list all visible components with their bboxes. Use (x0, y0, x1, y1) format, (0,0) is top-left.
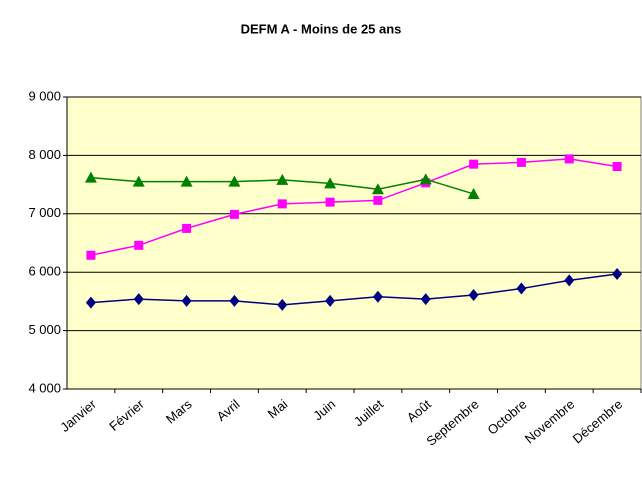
y-tick-label: 8 000 (28, 147, 61, 162)
chart-title: DEFM A - Moins de 25 ans (241, 21, 402, 36)
marker (182, 223, 192, 233)
marker (325, 294, 336, 307)
marker (516, 282, 527, 295)
marker (469, 159, 479, 169)
marker (612, 267, 623, 280)
x-tick-label: Juin (310, 396, 338, 423)
y-tick-label: 5 000 (28, 322, 61, 337)
marker (420, 293, 431, 306)
marker (468, 288, 479, 301)
x-tick-label: Décembre (570, 396, 626, 446)
marker (467, 187, 480, 199)
plot-area (66, 96, 642, 390)
x-tick-label: Septembre (423, 396, 481, 448)
x-tick-label: Juillet (351, 396, 386, 429)
marker (325, 197, 335, 207)
marker (86, 250, 96, 260)
marker (181, 294, 192, 307)
marker (276, 173, 289, 185)
marker (84, 171, 97, 183)
x-tick-label: Février (106, 396, 147, 434)
marker (228, 175, 241, 187)
y-tick-label: 4 000 (28, 380, 61, 395)
series-line (90, 158, 618, 256)
marker (180, 175, 193, 187)
marker (373, 195, 383, 205)
marker (371, 183, 384, 195)
y-tick-label: 9 000 (28, 88, 61, 103)
marker (516, 157, 526, 167)
y-tick-label: 6 000 (28, 264, 61, 279)
y-tick-label: 7 000 (28, 205, 61, 220)
marker (85, 296, 96, 309)
marker (612, 161, 622, 171)
x-tick-label: Janvier (57, 396, 99, 435)
marker (372, 290, 383, 303)
marker (324, 177, 337, 189)
x-tick-label: Novembre (522, 396, 578, 446)
marker (564, 154, 574, 164)
marker (229, 209, 239, 219)
marker (277, 298, 288, 311)
marker (564, 274, 575, 287)
x-tick-label: Août (404, 396, 434, 425)
marker (134, 240, 144, 250)
x-tick-label: Octobre (484, 396, 529, 437)
marker (419, 173, 432, 185)
x-tick-label: Avril (214, 396, 243, 424)
marker (133, 293, 144, 306)
marker (229, 294, 240, 307)
marker (132, 175, 145, 187)
x-tick-label: Mars (163, 396, 195, 426)
x-tick-label: Mai (265, 396, 291, 421)
series-line (90, 273, 618, 306)
marker (277, 199, 287, 209)
